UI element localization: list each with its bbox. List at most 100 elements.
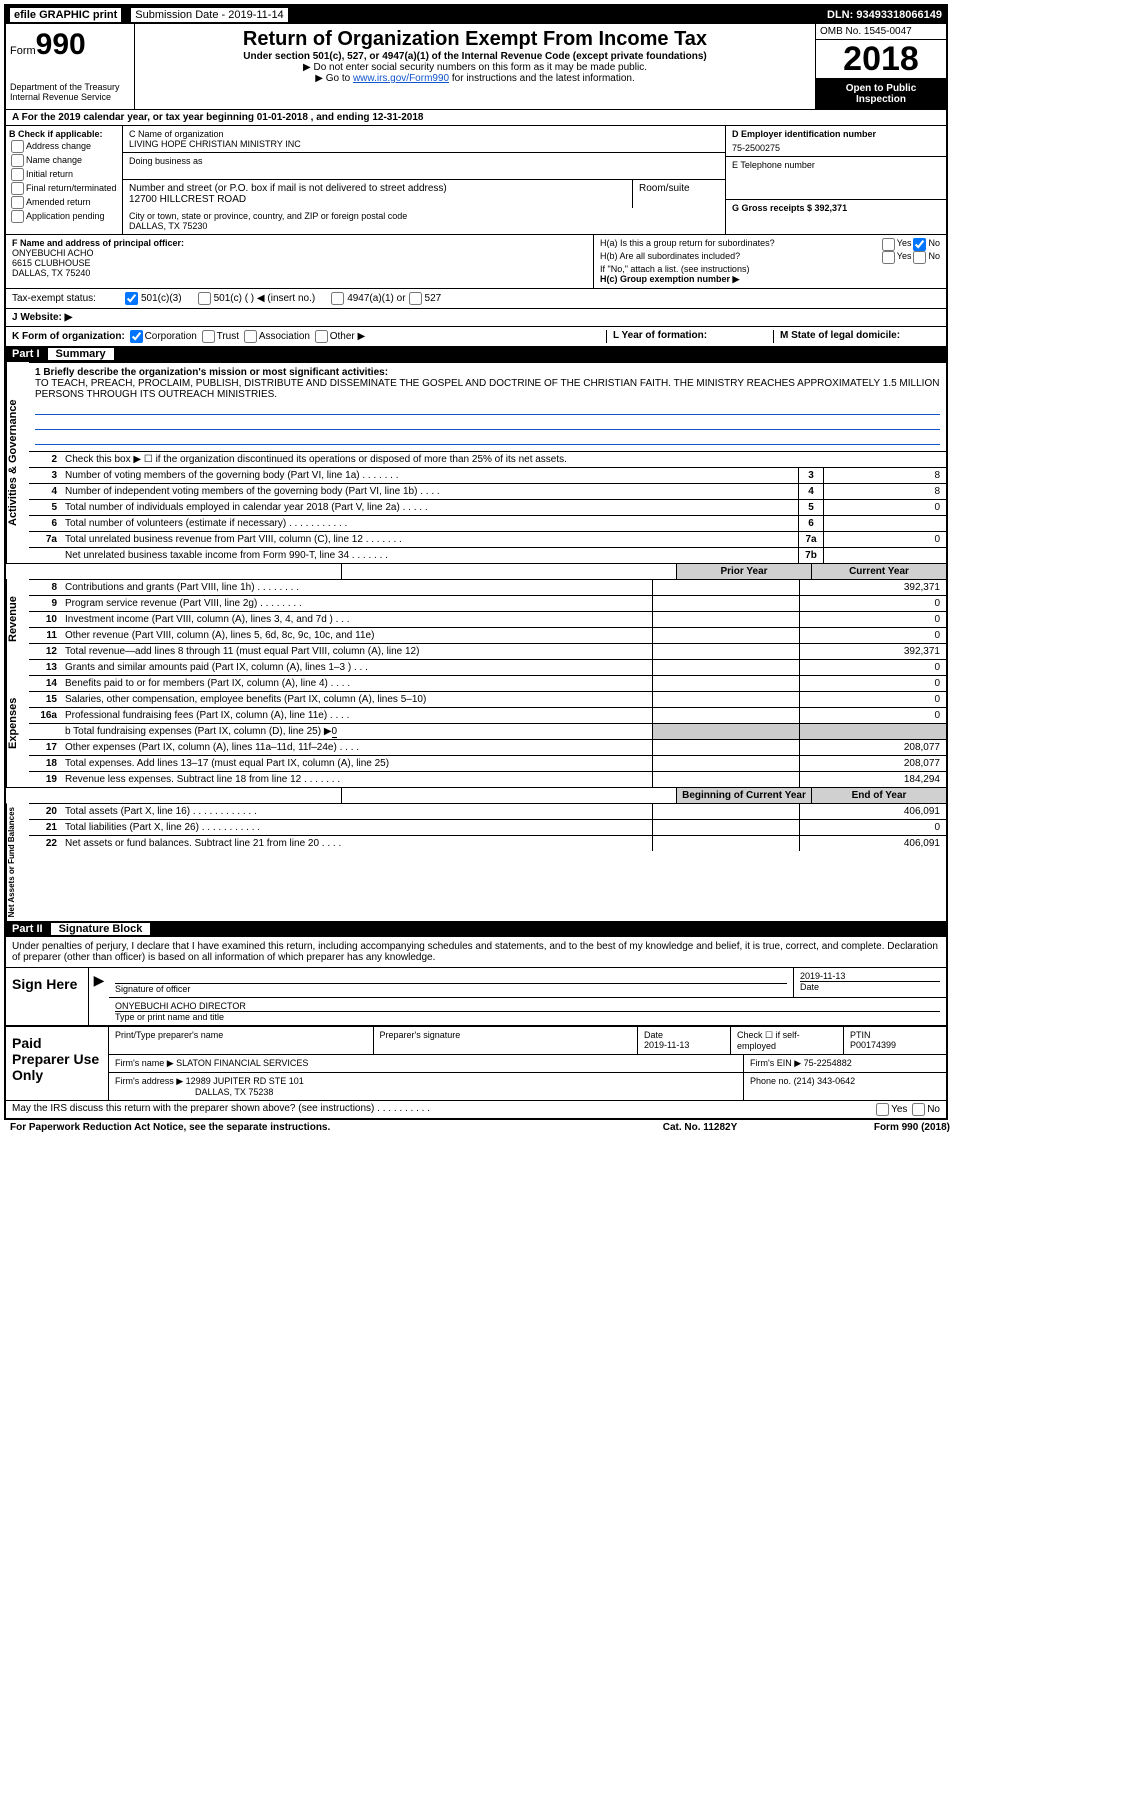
- begin-end-header: Beginning of Current Year End of Year: [6, 787, 946, 803]
- tel-cell: E Telephone number: [726, 157, 946, 200]
- pra-notice: For Paperwork Reduction Act Notice, see …: [10, 1122, 600, 1133]
- hc-label: H(c) Group exemption number ▶: [600, 274, 940, 285]
- hb-yes-cb[interactable]: [882, 251, 895, 264]
- phone-value: (214) 343-0642: [794, 1076, 856, 1086]
- officer-name: ONYEBUCHI ACHO: [12, 248, 587, 258]
- ha-label: H(a) Is this a group return for subordin…: [600, 238, 880, 251]
- current-year-header: Current Year: [811, 564, 946, 579]
- cat-number: Cat. No. 11282Y: [600, 1122, 800, 1133]
- line18-text: Total expenses. Add lines 13–17 (must eq…: [61, 756, 652, 771]
- firm-ein: 75-2254882: [804, 1058, 852, 1068]
- part2-label: Part II: [12, 923, 51, 935]
- form-header: Form990 Department of the Treasury Inter…: [6, 24, 946, 110]
- paid-preparer-label: Paid Preparer Use Only: [6, 1027, 109, 1100]
- m-label: M State of legal domicile:: [780, 330, 900, 341]
- ha-no-cb[interactable]: [913, 238, 926, 251]
- officer-label: F Name and address of principal officer:: [12, 238, 587, 248]
- line20-text: Total assets (Part X, line 16) . . . . .…: [61, 804, 652, 819]
- line7a-text: Total unrelated business revenue from Pa…: [61, 532, 798, 547]
- efile-label[interactable]: efile GRAPHIC print: [10, 8, 121, 22]
- firm-addr1: 12989 JUPITER RD STE 101: [186, 1076, 304, 1086]
- website-label: J Website: ▶: [12, 312, 72, 323]
- line10-text: Investment income (Part VIII, column (A)…: [61, 612, 652, 627]
- line5-text: Total number of individuals employed in …: [61, 500, 798, 515]
- check-self-employed: Check ☐ if self-employed: [731, 1027, 844, 1054]
- cb-501c3[interactable]: [125, 292, 138, 305]
- line16b-text: b Total fundraising expenses (Part IX, c…: [61, 724, 652, 739]
- net-assets-block: Net Assets or Fund Balances 20Total asse…: [6, 803, 946, 921]
- sign-here-label: Sign Here: [6, 968, 89, 1025]
- arrow-icon: ▶: [89, 968, 109, 1025]
- side-activities: Activities & Governance: [6, 362, 29, 563]
- side-revenue: Revenue: [6, 579, 29, 659]
- line20-cy: 406,091: [799, 804, 946, 819]
- city-value: DALLAS, TX 75230: [129, 221, 719, 231]
- prep-sig-label: Preparer's signature: [374, 1027, 639, 1054]
- activities-governance-block: Activities & Governance 1 Briefly descri…: [6, 362, 946, 563]
- firm-ein-label: Firm's EIN ▶: [750, 1058, 801, 1068]
- hb-note: If "No," attach a list. (see instruction…: [600, 264, 940, 274]
- part2-header: Part II Signature Block: [6, 921, 946, 937]
- addr-cell: Number and street (or P.O. box if mail i…: [123, 180, 725, 208]
- line12-text: Total revenue—add lines 8 through 11 (mu…: [61, 644, 652, 659]
- gross-receipts: G Gross receipts $ 392,371: [732, 203, 940, 213]
- ha-yes-cb[interactable]: [882, 238, 895, 251]
- phone-label: Phone no.: [750, 1076, 791, 1086]
- l-cell: L Year of formation:: [606, 330, 773, 343]
- k-left: K Form of organization: Corporation Trus…: [12, 330, 606, 343]
- line21-cy: 0: [799, 820, 946, 835]
- city-label: City or town, state or province, country…: [129, 211, 719, 221]
- part1-title: Summary: [48, 348, 114, 360]
- paid-preparer-row: Paid Preparer Use Only Print/Type prepar…: [6, 1025, 946, 1100]
- prep-name-label: Print/Type preparer's name: [109, 1027, 374, 1054]
- cb-app-pending[interactable]: Application pending: [9, 210, 119, 223]
- form-title: Return of Organization Exempt From Incom…: [139, 28, 811, 51]
- expenses-block: Expenses 13Grants and similar amounts pa…: [6, 659, 946, 787]
- discuss-yes-cb[interactable]: [876, 1103, 889, 1116]
- gross-receipts-cell: G Gross receipts $ 392,371: [726, 200, 946, 216]
- cb-final-return[interactable]: Final return/terminated: [9, 182, 119, 195]
- cb-assoc[interactable]: [244, 330, 257, 343]
- line7b-text: Net unrelated business taxable income fr…: [61, 548, 798, 563]
- cb-initial-return[interactable]: Initial return: [9, 168, 119, 181]
- irs-link[interactable]: www.irs.gov/Form990: [353, 73, 449, 84]
- cb-4947[interactable]: [331, 292, 344, 305]
- line16a-text: Professional fundraising fees (Part IX, …: [61, 708, 652, 723]
- line12-cy: 392,371: [799, 644, 946, 659]
- cb-527[interactable]: [409, 292, 422, 305]
- cb-trust[interactable]: [202, 330, 215, 343]
- line15-text: Salaries, other compensation, employee b…: [61, 692, 652, 707]
- tel-label: E Telephone number: [732, 160, 940, 170]
- line7b-val: [823, 548, 946, 563]
- period-row: A For the 2019 calendar year, or tax yea…: [6, 110, 946, 126]
- hb-no-cb[interactable]: [913, 251, 926, 264]
- part1-label: Part I: [12, 348, 48, 360]
- room-label: Room/suite: [639, 183, 719, 194]
- part1-header: Part I Summary: [6, 346, 946, 362]
- cb-other[interactable]: [315, 330, 328, 343]
- revenue-block: Revenue 8Contributions and grants (Part …: [6, 579, 946, 659]
- ptin-value: P00174399: [850, 1040, 940, 1050]
- instr-1: ▶ Do not enter social security numbers o…: [139, 62, 811, 73]
- ein-cell: D Employer identification number 75-2500…: [726, 126, 946, 157]
- line21-text: Total liabilities (Part X, line 26) . . …: [61, 820, 652, 835]
- discuss-no-cb[interactable]: [912, 1103, 925, 1116]
- tax-exempt-label: Tax-exempt status:: [12, 293, 122, 304]
- line18-cy: 208,077: [799, 756, 946, 771]
- city-cell: City or town, state or province, country…: [123, 208, 725, 234]
- line16a-cy: 0: [799, 708, 946, 723]
- sig-officer-label: Signature of officer: [115, 984, 787, 994]
- cb-corp[interactable]: [130, 330, 143, 343]
- top-bar: efile GRAPHIC print Submission Date - 20…: [6, 6, 946, 24]
- end-year-header: End of Year: [811, 788, 946, 803]
- cb-name-change[interactable]: Name change: [9, 154, 119, 167]
- cb-amended[interactable]: Amended return: [9, 196, 119, 209]
- discuss-row: May the IRS discuss this return with the…: [6, 1100, 946, 1118]
- header-left: Form990 Department of the Treasury Inter…: [6, 24, 135, 109]
- firm-name: SLATON FINANCIAL SERVICES: [176, 1058, 308, 1068]
- cb-address-change[interactable]: Address change: [9, 140, 119, 153]
- officer-addr2: DALLAS, TX 75240: [12, 268, 587, 278]
- open-inspection: Open to Public Inspection: [816, 79, 946, 109]
- cb-501c[interactable]: [198, 292, 211, 305]
- firm-addr-label: Firm's address ▶: [115, 1076, 183, 1086]
